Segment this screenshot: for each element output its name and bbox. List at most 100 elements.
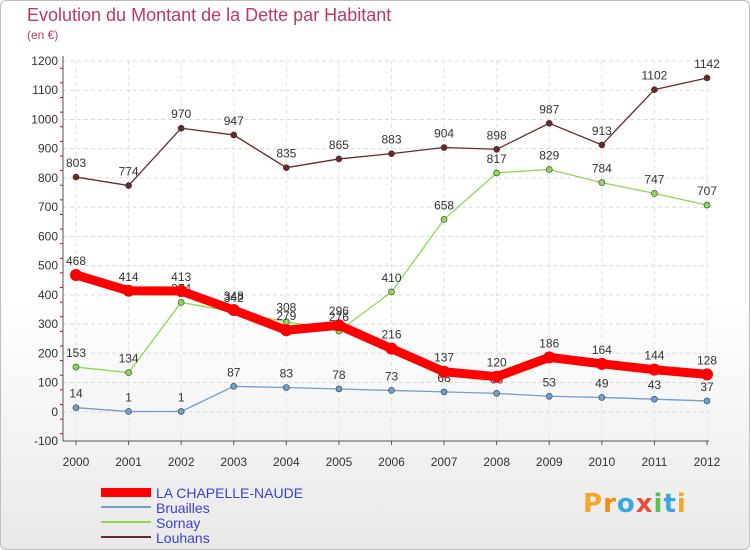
data-point-la-chapelle-naude xyxy=(490,370,503,383)
data-point-louhans xyxy=(72,173,80,181)
y-tick-label: -100 xyxy=(34,434,58,448)
y-tick-label: 800 xyxy=(38,171,58,185)
data-label-bruailles: 73 xyxy=(385,369,399,383)
data-point-bruailles xyxy=(598,394,606,401)
data-point-louhans xyxy=(335,155,343,163)
legend-swatch-bruailles xyxy=(101,506,151,508)
data-label-louhans: 1142 xyxy=(694,57,720,71)
data-label-la-chapelle-naude: 296 xyxy=(329,304,349,318)
x-tick-label: 2007 xyxy=(431,455,458,469)
data-point-louhans xyxy=(545,119,553,127)
data-point-louhans xyxy=(598,141,606,149)
data-label-la-chapelle-naude: 186 xyxy=(539,336,559,350)
data-label-sornay: 707 xyxy=(697,184,717,198)
x-tick-label: 2011 xyxy=(642,455,668,469)
data-label-sornay: 276 xyxy=(329,310,349,324)
legend-label-louhans: Louhans xyxy=(156,530,210,546)
data-point-bruailles xyxy=(125,408,132,415)
data-point-sornay xyxy=(125,369,132,376)
data-point-la-chapelle-naude xyxy=(438,365,451,378)
x-tick-label: 2006 xyxy=(378,455,405,469)
data-point-bruailles xyxy=(72,404,80,411)
chart-title: Evolution du Montant de la Dette par Hab… xyxy=(27,5,392,25)
x-tick-label: 2008 xyxy=(483,455,510,469)
data-point-sornay xyxy=(388,288,395,296)
data-label-la-chapelle-naude: 414 xyxy=(119,270,139,284)
x-tick-label: 2005 xyxy=(326,455,353,469)
y-tick-label: 900 xyxy=(38,142,58,156)
data-label-sornay: 153 xyxy=(66,346,86,360)
data-label-la-chapelle-naude: 137 xyxy=(434,351,454,365)
data-point-la-chapelle-naude xyxy=(595,357,608,370)
data-point-bruailles xyxy=(388,387,395,394)
data-label-sornay: 342 xyxy=(224,291,244,305)
series-louhans: 803 774 970 947 835 865 883 904 898 987 913 1102 114… xyxy=(66,57,720,189)
data-label-la-chapelle-naude: 128 xyxy=(697,353,717,367)
y-tick-label: 500 xyxy=(38,259,58,273)
x-tick-label: 2001 xyxy=(115,455,142,469)
x-tick-label: 2010 xyxy=(588,455,615,469)
data-label-louhans: 913 xyxy=(592,124,612,138)
logo-letter: i xyxy=(676,489,687,519)
data-point-bruailles xyxy=(651,395,658,403)
logo-letter: P xyxy=(583,489,604,519)
data-label-bruailles: 49 xyxy=(595,376,609,390)
data-label-sornay: 658 xyxy=(434,198,454,212)
data-point-louhans xyxy=(125,182,132,189)
data-label-sornay: 829 xyxy=(539,148,559,162)
legend-label-la-chapelle-naude: LA CHAPELLE-NAUDE xyxy=(156,485,304,501)
data-point-bruailles xyxy=(335,385,343,393)
data-label-la-chapelle-naude: 468 xyxy=(66,254,86,268)
data-label-bruailles: 78 xyxy=(332,368,346,382)
chart-subtitle: (en €) xyxy=(27,28,59,42)
y-tick-label: 700 xyxy=(38,200,58,214)
data-label-sornay: 134 xyxy=(119,352,139,366)
data-point-sornay xyxy=(703,201,711,209)
data-label-louhans: 1102 xyxy=(642,69,668,83)
data-label-la-chapelle-naude: 413 xyxy=(171,270,191,284)
y-tick-label: 300 xyxy=(38,317,58,331)
data-label-la-chapelle-naude: 120 xyxy=(487,356,507,370)
legend-swatch-sornay xyxy=(101,521,151,523)
logo-letter: o xyxy=(616,489,636,519)
data-label-la-chapelle-naude: 348 xyxy=(224,289,244,303)
data-point-la-chapelle-naude xyxy=(385,342,398,355)
data-label-louhans: 970 xyxy=(171,107,191,121)
data-point-sornay xyxy=(545,166,553,173)
data-label-louhans: 904 xyxy=(434,127,454,141)
data-point-louhans xyxy=(177,124,185,132)
x-tick-label: 2012 xyxy=(694,455,721,469)
data-label-louhans: 898 xyxy=(487,128,507,142)
data-label-sornay: 747 xyxy=(644,172,664,186)
data-label-sornay: 817 xyxy=(487,152,507,166)
data-point-la-chapelle-naude xyxy=(122,284,135,297)
data-point-bruailles xyxy=(177,408,185,415)
y-tick-label: 600 xyxy=(38,229,58,243)
data-label-louhans: 774 xyxy=(119,165,139,179)
data-point-la-chapelle-naude xyxy=(543,351,556,364)
data-label-louhans: 865 xyxy=(329,138,349,152)
y-tick-label: 1100 xyxy=(32,83,58,97)
data-label-la-chapelle-naude: 164 xyxy=(592,343,612,357)
data-point-sornay xyxy=(72,363,80,371)
data-point-bruailles xyxy=(493,390,500,397)
x-tick-label: 2002 xyxy=(168,455,195,469)
data-point-louhans xyxy=(703,74,711,82)
legend-swatch-louhans xyxy=(101,536,151,538)
data-label-bruailles: 1 xyxy=(178,390,185,404)
logo-letter: i xyxy=(653,489,664,519)
data-label-la-chapelle-naude: 216 xyxy=(381,328,401,342)
x-tick-label: 2009 xyxy=(536,455,563,469)
data-point-la-chapelle-naude xyxy=(648,363,661,376)
data-label-louhans: 883 xyxy=(381,133,401,147)
data-label-louhans: 803 xyxy=(66,156,86,170)
data-label-la-chapelle-naude: 279 xyxy=(276,309,296,323)
data-point-sornay xyxy=(493,169,500,177)
data-point-louhans xyxy=(230,131,238,139)
data-point-louhans xyxy=(493,145,500,153)
data-label-bruailles: 53 xyxy=(543,375,557,389)
x-tick-label: 2004 xyxy=(273,455,300,469)
x-tick-label: 2003 xyxy=(220,455,247,469)
